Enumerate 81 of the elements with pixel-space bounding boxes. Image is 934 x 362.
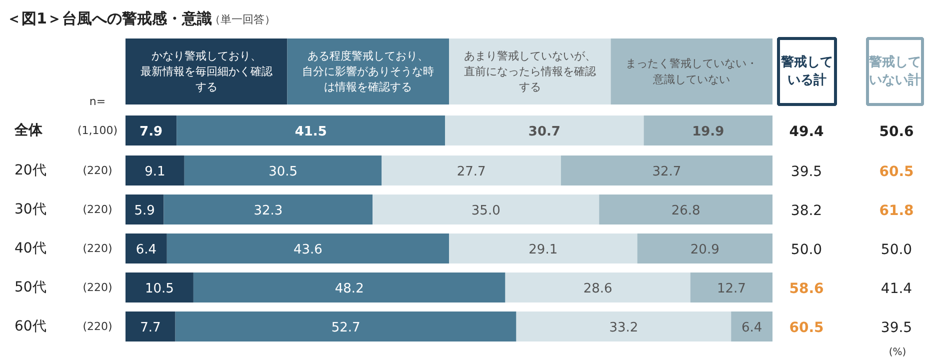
data-label: 33.2 xyxy=(609,320,638,336)
bar xyxy=(516,312,732,342)
data-label: 9.1 xyxy=(144,164,166,180)
data-label: 28.6 xyxy=(583,282,612,296)
data-label: 7.7 xyxy=(140,320,161,336)
series-label: ある程度警戒しており、自分に影響がありそうな時は情報を確認する xyxy=(302,49,434,94)
bar xyxy=(126,156,184,186)
chart-title: ＜図1＞台風への警戒感・意識 xyxy=(6,10,212,28)
data-label: 52.7 xyxy=(331,320,360,336)
bar xyxy=(372,194,600,224)
data-label: 30.7 xyxy=(528,124,560,140)
data-label: 32.3 xyxy=(254,204,283,218)
text: 39.5 xyxy=(880,320,912,336)
bar xyxy=(731,312,772,342)
text: 警戒している計 xyxy=(780,54,833,88)
text: 61.8 xyxy=(879,203,914,219)
data-label: 12.7 xyxy=(716,282,746,296)
data-label: 20.9 xyxy=(690,242,720,258)
bar xyxy=(126,116,177,146)
bar xyxy=(175,312,516,342)
text: 38.2 xyxy=(790,203,822,219)
data-label: 32.7 xyxy=(652,164,682,180)
bar xyxy=(382,156,561,186)
text: 60.5 xyxy=(789,320,824,336)
y-tick-label: 20代 xyxy=(14,162,46,178)
bar xyxy=(166,234,449,264)
text: (220) xyxy=(82,281,112,294)
bar xyxy=(184,156,382,186)
text: (220) xyxy=(82,203,112,216)
bar xyxy=(126,234,167,264)
bar xyxy=(637,234,772,264)
data-label: 35.0 xyxy=(471,204,500,218)
y-tick-label: 50代 xyxy=(14,280,46,296)
series-label: かなり警戒しており、最新情報を毎回細かく確認する xyxy=(140,49,272,94)
data-label: 19.9 xyxy=(692,124,724,140)
data-label: 10.5 xyxy=(144,282,174,296)
text: 58.6 xyxy=(789,281,824,297)
text: (%) xyxy=(888,347,906,358)
bar xyxy=(449,234,638,264)
text: 60.5 xyxy=(879,164,914,180)
data-label: 41.5 xyxy=(294,124,327,140)
data-label: 26.8 xyxy=(671,204,700,218)
data-label: 43.6 xyxy=(293,242,322,258)
series-label: あまり警戒していないが、直前になったら情報を確認する xyxy=(464,49,596,94)
bar xyxy=(193,272,506,302)
y-tick-label: 全体 xyxy=(14,122,44,138)
text: 50.0 xyxy=(790,242,822,258)
y-tick-label: 30代 xyxy=(14,202,46,218)
text: n= xyxy=(89,95,106,108)
text: 41.4 xyxy=(880,281,912,297)
text: (220) xyxy=(82,242,112,255)
text: 39.5 xyxy=(790,164,822,180)
bar xyxy=(644,116,772,146)
y-tick-label: 60代 xyxy=(14,318,46,334)
bar xyxy=(126,272,194,302)
text: (220) xyxy=(82,164,112,177)
y-tick-label: 40代 xyxy=(14,240,46,256)
bar xyxy=(599,194,772,224)
data-label: 6.4 xyxy=(136,242,157,258)
bar xyxy=(690,272,772,302)
data-label: 5.9 xyxy=(134,204,155,218)
bar xyxy=(505,272,690,302)
data-label: 30.5 xyxy=(268,164,298,180)
bar xyxy=(164,194,373,224)
text: 50.0 xyxy=(880,242,912,258)
data-label: 48.2 xyxy=(334,282,364,296)
text: (220) xyxy=(82,320,112,333)
bar xyxy=(126,194,164,224)
text: (1,100) xyxy=(77,124,118,137)
text: 警戒していない計 xyxy=(868,54,921,88)
bar xyxy=(560,156,772,186)
data-label: 29.1 xyxy=(528,242,558,258)
data-label: 7.9 xyxy=(140,124,163,140)
bar xyxy=(176,116,446,146)
data-label: 27.7 xyxy=(456,164,486,180)
data-label: 6.4 xyxy=(741,320,762,336)
text: まったく警戒していない・意識していない xyxy=(626,57,758,86)
text: 49.4 xyxy=(789,124,824,140)
bar xyxy=(126,312,176,342)
text: 50.6 xyxy=(879,124,914,140)
bar xyxy=(445,116,644,146)
